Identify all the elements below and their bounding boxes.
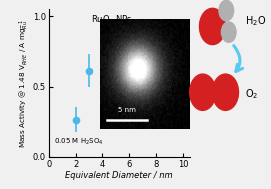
Text: 5 nm: 5 nm [118,107,136,113]
Circle shape [190,74,216,110]
X-axis label: Equivalent Diameter / nm: Equivalent Diameter / nm [65,171,173,180]
FancyArrowPatch shape [234,46,243,72]
Circle shape [199,8,225,45]
Circle shape [221,22,236,42]
Text: H$_2$O: H$_2$O [245,14,266,28]
Text: RuO$_2$ NPs: RuO$_2$ NPs [91,14,133,26]
Text: 0.05 M H$_2$SO$_4$: 0.05 M H$_2$SO$_4$ [54,136,104,146]
Circle shape [212,74,238,110]
Y-axis label: Mass Activity @ 1.48 V$_{RHE}$ / A mg$^{-1}_{Ru}$: Mass Activity @ 1.48 V$_{RHE}$ / A mg$^{… [18,19,31,148]
Circle shape [219,0,234,21]
Text: O$_2$: O$_2$ [245,88,258,101]
